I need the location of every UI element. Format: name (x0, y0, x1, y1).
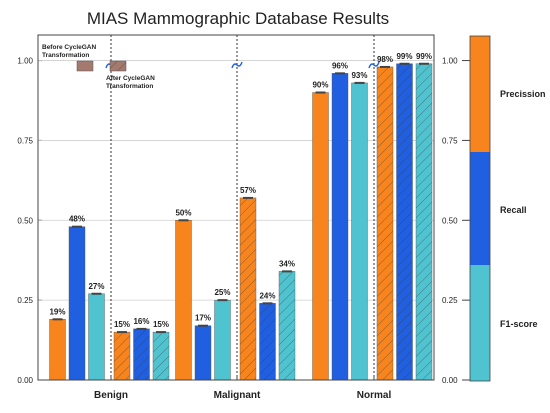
data-label-malignant-precission-before: 50% (175, 208, 191, 217)
data-label-normal-f1-score-after: 99% (416, 52, 432, 61)
bar-normal-precission-after-hatch (377, 66, 393, 380)
bar-malignant-precission-after-hatch (240, 197, 256, 380)
before-label-line1: Before CycleGAN (42, 44, 96, 51)
bar-labels: 19%48%27%15% 16% 15%50%17%25%57%24%34%90%9… (49, 52, 432, 329)
data-label-normal-recall-before: 96% (332, 61, 348, 70)
y-tick-label: 0.75 (17, 136, 33, 145)
bar-benign-recall-after-hatch (133, 328, 150, 380)
bars (49, 62, 433, 381)
data-label-benign-precission-before: 19% (49, 307, 65, 316)
before-label-line2: Transformation (42, 52, 89, 59)
after-label-line1: After CycleGAN (106, 75, 155, 82)
bar-malignant-f1-score-before (214, 299, 231, 381)
grid-lines (38, 60, 434, 301)
plot-frame (37, 34, 435, 381)
x-axis-labels: Benign Malignant Normal (94, 376, 391, 401)
bar-malignant-recall-after-hatch (259, 303, 276, 380)
group-dividers (105, 35, 380, 380)
legend-tick-label: 0.75 (442, 136, 458, 145)
data-label-benign-precission-after: 15% (114, 320, 130, 329)
axis-break-icon (368, 61, 380, 69)
data-label-normal-f1-score-before: 93% (351, 71, 367, 80)
data-label-malignant-f1-score-before: 25% (214, 288, 230, 297)
y-tick-label: 1.00 (17, 57, 33, 66)
data-label-malignant-recall-after: 24% (259, 291, 275, 300)
data-label-normal-recall-after: 99% (396, 52, 412, 61)
data-label-normal-precission-after: 98% (377, 55, 393, 64)
data-label-benign-f1-score-after: 15% (153, 320, 169, 329)
data-label-benign-recall-before: 48% (69, 215, 85, 224)
x-tick-label-malignant: Malignant (214, 390, 261, 401)
x-tick-label-normal: Normal (357, 390, 392, 401)
data-label-benign-recall-after: 16% (133, 317, 149, 326)
data-label-malignant-recall-before: 17% (195, 314, 211, 323)
data-label-normal-precission-before: 90% (312, 81, 328, 90)
bar-benign-recall-before (68, 226, 86, 381)
bar-malignant-precission-before (175, 220, 192, 381)
legend-label-f1-score: F1-score (500, 319, 538, 329)
bar-benign-precission-after-hatch (114, 332, 130, 380)
legend-tick-label: 0.00 (442, 376, 458, 385)
data-label-malignant-precission-after: 57% (240, 186, 256, 195)
bar-normal-recall-before (331, 73, 349, 381)
legend-label-precission: Precission (500, 89, 546, 99)
chart-title: MIAS Mammographic Database Results (87, 9, 389, 28)
legend-label-recall: Recall (500, 205, 527, 215)
bar-malignant-recall-before (194, 325, 212, 381)
legend-band-precission (470, 36, 490, 152)
legend-tick-label: 1.00 (442, 57, 458, 66)
legend-ticks: 0.00 0.25 0.50 0.75 1.00 (442, 57, 470, 385)
y-tick-label: 0.00 (17, 376, 33, 385)
y-tick-label: 0.25 (17, 296, 33, 305)
data-label-benign-f1-score-before: 27% (88, 282, 104, 291)
legend-tick-label: 0.25 (442, 296, 458, 305)
data-label-malignant-f1-score-after: 34% (279, 259, 295, 268)
y-tick-label: 0.50 (17, 216, 33, 225)
before-swatch (76, 60, 94, 72)
legend-tick-label: 0.50 (442, 216, 458, 225)
bar-benign-precission-before (49, 319, 66, 381)
bar-normal-precission-before (312, 92, 329, 381)
bar-malignant-f1-score-after-hatch (279, 271, 295, 380)
bar-benign-f1-score-after-hatch (153, 332, 169, 380)
legend-band-recall (470, 152, 490, 265)
bar-benign-f1-score-before (88, 293, 105, 381)
bar-normal-recall-after-hatch (396, 63, 413, 380)
legend-band-f1-score (470, 265, 490, 381)
x-tick-label-benign: Benign (94, 390, 128, 401)
before-after-annotation: Before CycleGAN Transformation After Cyc… (42, 44, 155, 90)
axis-break-icon (231, 61, 243, 69)
bar-normal-f1-score-after-hatch (416, 63, 432, 380)
after-label-line2: Transformation (106, 83, 153, 90)
bar-normal-f1-score-before (351, 82, 368, 381)
legend-colorbar: 0.00 0.25 0.50 0.75 1.00 Precission Recall F… (442, 35, 546, 385)
